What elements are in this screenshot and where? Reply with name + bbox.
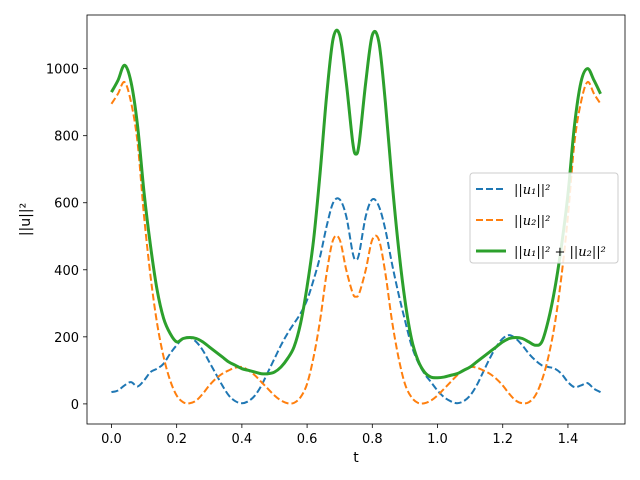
legend-label: ||u₁||²: [514, 183, 550, 198]
x-tick-label: 0.0: [101, 432, 122, 447]
legend-label: ||u₂||²: [514, 214, 550, 229]
y-tick-label: 400: [54, 264, 79, 279]
x-tick-label: 0.6: [297, 432, 318, 447]
legend-box: [469, 172, 619, 264]
x-tick-label: 0.8: [362, 432, 383, 447]
y-tick-label: 800: [54, 130, 79, 145]
x-tick-label: 1.0: [427, 432, 448, 447]
series-line-1: [111, 197, 602, 405]
x-tick-label: 1.4: [558, 432, 579, 447]
y-tick-label: 1000: [46, 63, 79, 78]
series-lines: [110, 28, 602, 405]
plot-area: [110, 28, 602, 405]
legend: ||u₁||² ||u₂||² ||u₁||² + ||u₂||²: [469, 172, 619, 264]
legend-label: ||u₁||² + ||u₂||²: [514, 245, 606, 260]
x-tick-label: 0.2: [166, 432, 187, 447]
x-tick-label: 1.2: [492, 432, 513, 447]
y-axis-label: ||u||²: [18, 203, 34, 236]
y-tick-label: 0: [71, 398, 79, 413]
y-tick-label: 200: [54, 331, 79, 346]
axes: 0.0 0.2 0.4 0.6 0.8 1.0 1.2 1.4 0 200 400 600 800 100…: [46, 14, 626, 447]
y-tick-label: 600: [54, 197, 79, 212]
series-line-2: [110, 81, 602, 405]
series-line-3: [110, 28, 602, 380]
plot-frame: [86, 14, 626, 425]
x-tick-label: 0.4: [232, 432, 253, 447]
x-axis-label: t: [353, 450, 359, 466]
